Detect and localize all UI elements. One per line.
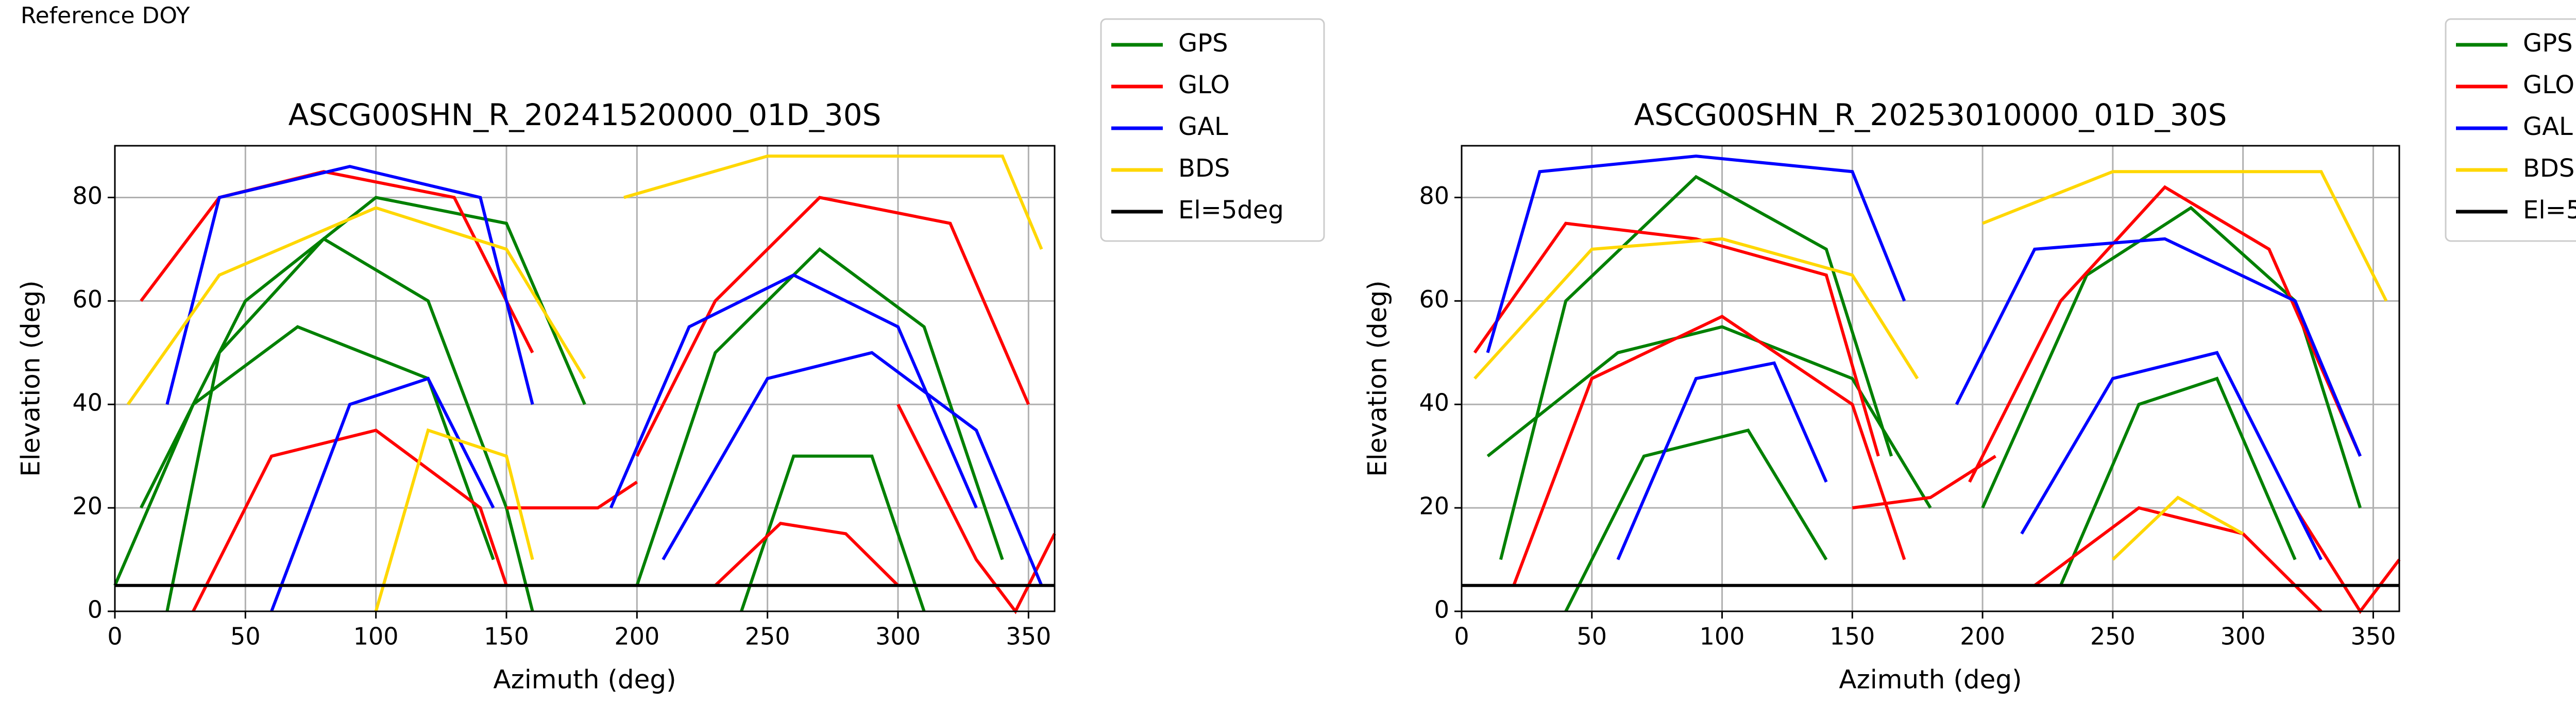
- legend-label: GPS: [2523, 29, 2573, 58]
- y-tick-label: 80: [1419, 182, 1449, 210]
- y-axis-label: Elevation (deg): [16, 280, 46, 476]
- y-tick-label: 40: [72, 389, 103, 417]
- plot-frame: [1461, 145, 2400, 612]
- x-axis-label: Azimuth (deg): [493, 665, 676, 695]
- legend-frame: [1100, 18, 1325, 242]
- track: [635, 247, 1004, 586]
- legend-label: BDS: [2523, 154, 2574, 183]
- track: [714, 522, 900, 587]
- y-tick-label: 40: [1419, 389, 1449, 417]
- track: [623, 155, 1043, 250]
- track: [1486, 155, 1906, 353]
- x-tick-label: 150: [1829, 623, 1875, 650]
- track: [1473, 221, 1880, 457]
- x-tick-label: 350: [1006, 623, 1051, 650]
- x-tick-label: 50: [230, 623, 261, 650]
- suptitle: Reference DOY: [21, 3, 190, 29]
- track: [609, 273, 978, 509]
- legend-label: BDS: [1178, 154, 1230, 183]
- x-tick-label: 250: [745, 623, 790, 650]
- y-tick-label: 20: [72, 492, 103, 520]
- plot-frame: [114, 145, 1056, 612]
- legend-label: El=5deg: [1178, 196, 1284, 225]
- x-tick-label: 200: [1960, 623, 2005, 650]
- legend-label: GLO: [2523, 71, 2574, 99]
- x-tick-label: 0: [107, 623, 122, 650]
- y-tick-label: 60: [72, 285, 103, 313]
- legend-frame: [2445, 18, 2576, 242]
- y-tick-label: 80: [72, 182, 103, 210]
- legend-label: GLO: [1178, 71, 1230, 99]
- track: [165, 236, 534, 612]
- y-axis-label: Elevation (deg): [1363, 280, 1393, 476]
- track: [2059, 376, 2297, 586]
- track: [192, 428, 508, 612]
- x-tick-label: 350: [2351, 623, 2396, 650]
- chart-title: ASCG00SHN_R_20241520000_01D_30S: [289, 97, 882, 132]
- track: [2033, 506, 2323, 613]
- x-axis-label: Azimuth (deg): [1839, 665, 2022, 695]
- chart-title: ASCG00SHN_R_20253010000_01D_30S: [1634, 97, 2227, 132]
- track: [1852, 455, 1996, 510]
- track: [1968, 185, 2362, 483]
- x-tick-label: 250: [2090, 623, 2136, 650]
- x-tick-label: 300: [2221, 623, 2266, 650]
- y-tick-label: 0: [88, 596, 103, 624]
- track: [139, 196, 586, 509]
- track: [1564, 428, 1828, 612]
- track: [1981, 205, 2362, 509]
- track: [1512, 315, 1906, 586]
- track: [165, 165, 534, 405]
- y-tick-label: 0: [1434, 596, 1449, 624]
- track: [270, 376, 495, 612]
- track: [662, 351, 1043, 586]
- x-tick-label: 100: [1700, 623, 1745, 650]
- track: [1486, 325, 1932, 509]
- x-tick-label: 150: [484, 623, 529, 650]
- x-tick-label: 300: [875, 623, 921, 650]
- track: [1982, 170, 2388, 302]
- track: [2111, 495, 2244, 561]
- track: [374, 428, 534, 612]
- x-tick-label: 100: [353, 623, 399, 650]
- y-tick-label: 60: [1419, 285, 1449, 313]
- track: [1499, 175, 1893, 560]
- track: [506, 481, 638, 510]
- y-tick-label: 20: [1419, 492, 1449, 520]
- track: [635, 196, 1030, 457]
- track: [126, 206, 586, 405]
- legend-label: El=5deg: [2523, 196, 2576, 225]
- track: [1955, 237, 2362, 457]
- track: [1473, 237, 1919, 380]
- x-tick-label: 0: [1454, 623, 1469, 650]
- x-tick-label: 200: [614, 623, 659, 650]
- legend-label: GPS: [1178, 29, 1228, 58]
- track: [2020, 351, 2323, 560]
- legend-label: GAL: [2523, 112, 2573, 141]
- track: [1616, 361, 1828, 560]
- legend-label: GAL: [1178, 112, 1228, 141]
- x-tick-label: 50: [1577, 623, 1607, 650]
